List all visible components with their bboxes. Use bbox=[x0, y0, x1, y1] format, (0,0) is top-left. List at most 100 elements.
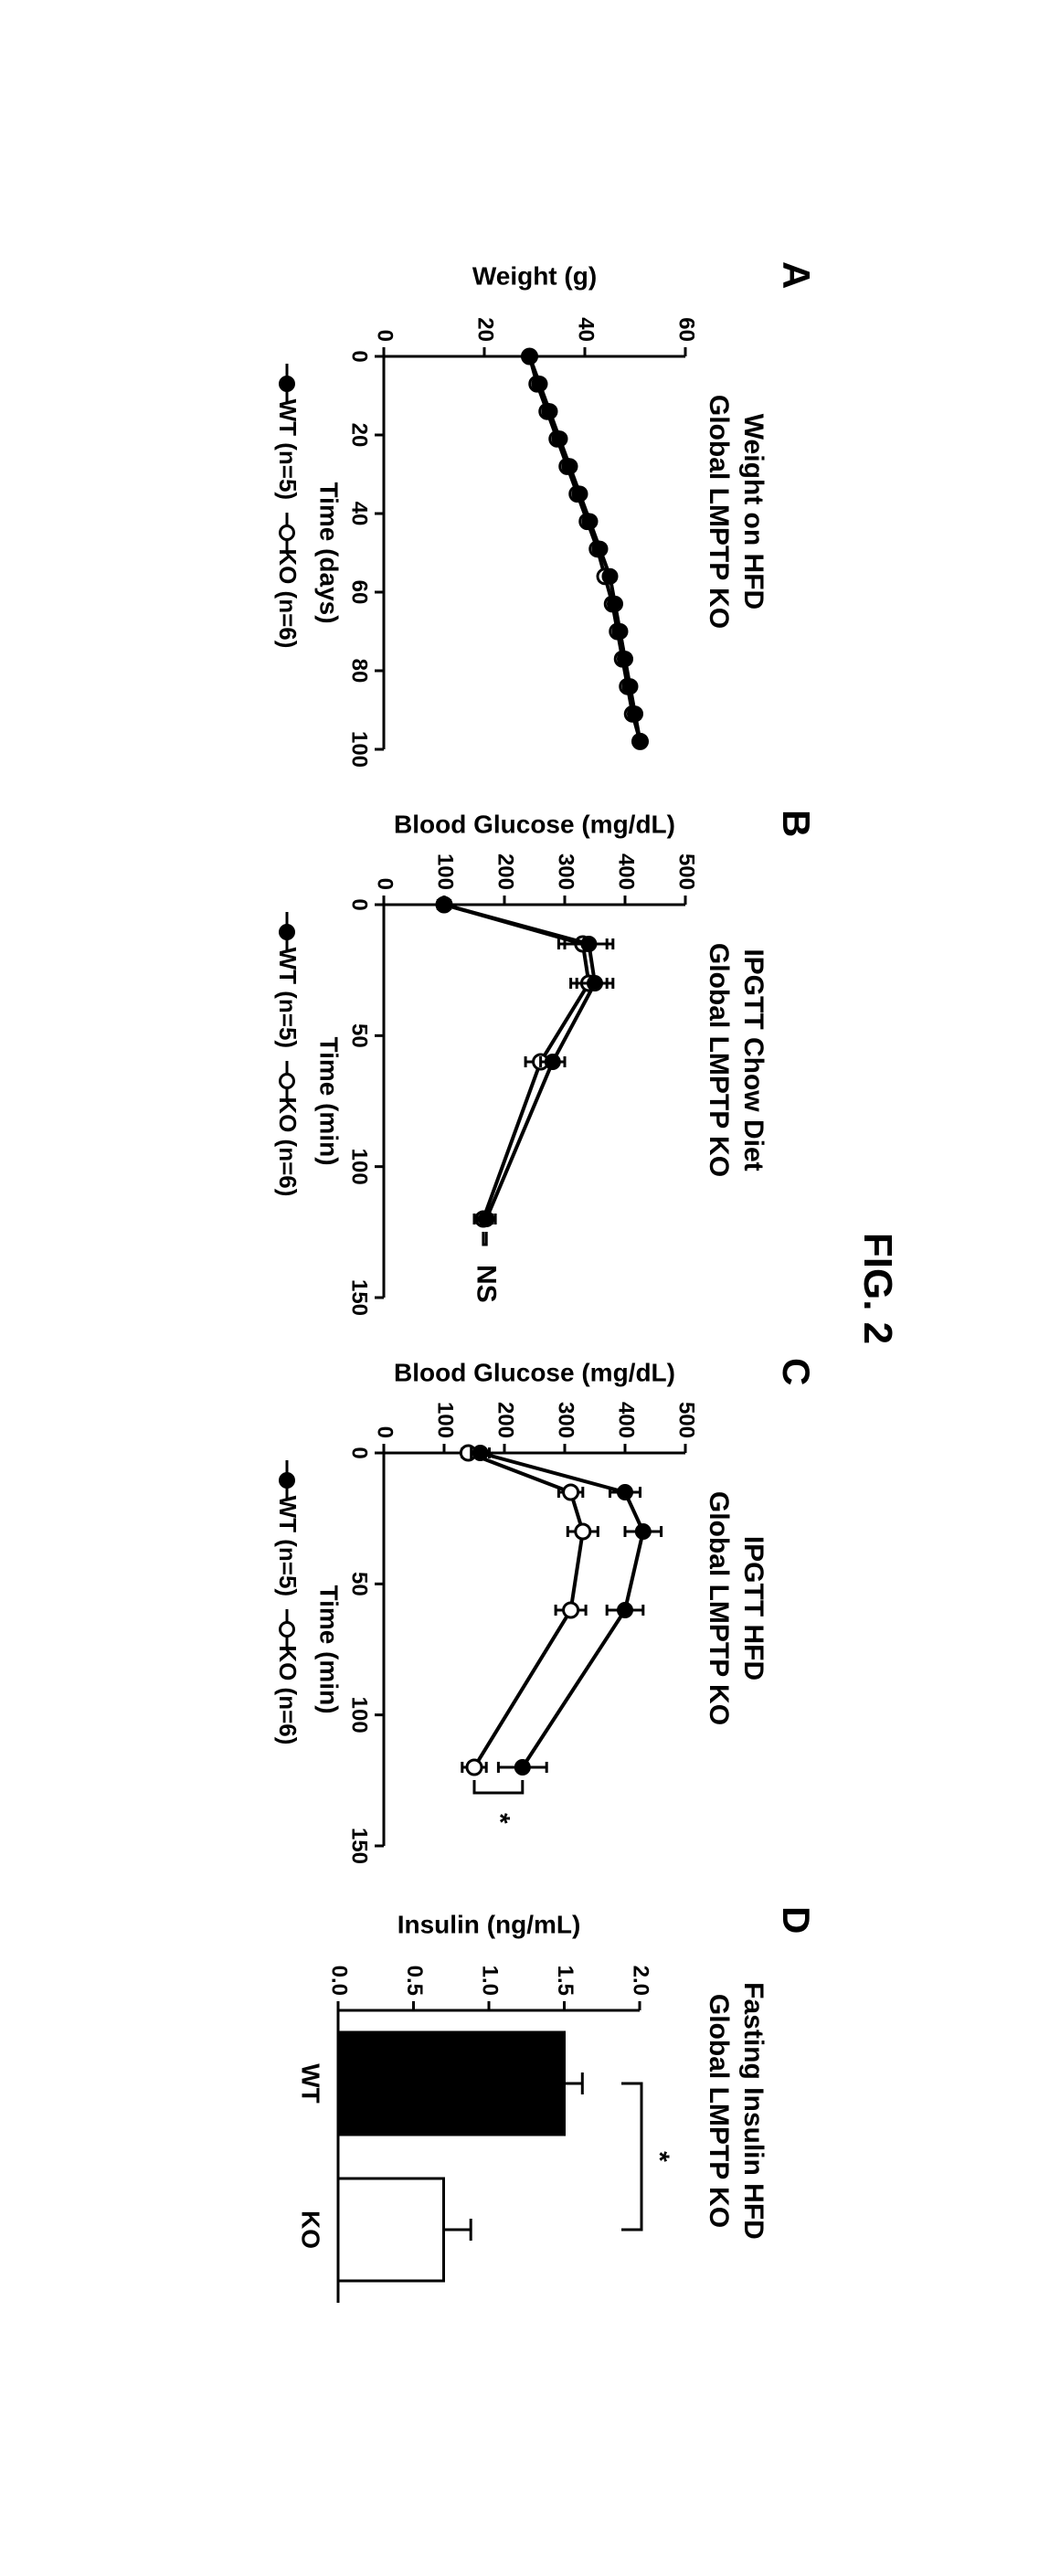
svg-text:20: 20 bbox=[347, 422, 372, 447]
panel-B-legend: WT (n=5) KO (n=6) bbox=[273, 914, 302, 1205]
panel-letter-C: C bbox=[774, 1358, 818, 1385]
legend-WT: WT (n=5) bbox=[273, 1471, 302, 1596]
svg-text:Weight (g): Weight (g) bbox=[472, 261, 597, 290]
svg-text:Blood Glucose (mg/dL): Blood Glucose (mg/dL) bbox=[394, 1358, 675, 1386]
panel-A-title: Weight on HFD Global LMPTP KO bbox=[702, 394, 770, 628]
svg-text:Time (min): Time (min) bbox=[315, 1585, 344, 1713]
panel-A-title-l2: Global LMPTP KO bbox=[705, 394, 735, 628]
svg-text:100: 100 bbox=[347, 1696, 372, 1733]
open-circle-icon bbox=[280, 1073, 296, 1089]
svg-text:60: 60 bbox=[674, 317, 694, 342]
legend-WT-label: WT (n=5) bbox=[273, 1495, 302, 1596]
svg-text:50: 50 bbox=[347, 1571, 372, 1595]
svg-text:Time (days): Time (days) bbox=[315, 482, 344, 623]
svg-text:0: 0 bbox=[373, 877, 398, 889]
panel-A-svg: 0204060801000204060Time (days)Weight (g) bbox=[311, 256, 694, 768]
svg-text:NS: NS bbox=[472, 1265, 502, 1303]
svg-text:100: 100 bbox=[347, 730, 372, 767]
svg-text:40: 40 bbox=[347, 501, 372, 525]
open-circle-icon bbox=[280, 1621, 296, 1638]
panel-C-title-l1: IPGTT HFD bbox=[738, 1535, 768, 1680]
panel-A-title-l1: Weight on HFD bbox=[738, 413, 768, 609]
panel-C-svg: 0 50 100 150 0 100 200 300 400 500 Time (min) Blood… bbox=[311, 1352, 694, 1864]
svg-text:80: 80 bbox=[347, 658, 372, 683]
panel-C-title-l2: Global LMPTP KO bbox=[705, 1490, 735, 1724]
svg-text:20: 20 bbox=[473, 317, 498, 342]
filled-circle-icon bbox=[280, 1471, 296, 1488]
panel-B-title-l1: IPGTT Chow Diet bbox=[738, 949, 768, 1171]
svg-text:500: 500 bbox=[674, 853, 694, 889]
svg-text:Blood Glucose (mg/dL): Blood Glucose (mg/dL) bbox=[394, 810, 675, 838]
svg-text:1.0: 1.0 bbox=[478, 1965, 503, 1995]
svg-text:200: 200 bbox=[493, 1401, 518, 1437]
svg-text:100: 100 bbox=[433, 853, 458, 889]
legend-KO: KO (n=6) bbox=[273, 1621, 302, 1744]
panel-C-legend: WT (n=5) KO (n=6) bbox=[273, 1462, 302, 1754]
legend-WT: WT (n=5) bbox=[273, 375, 302, 500]
rotated-figure-container: FIG. 2 A Weight on HFD Global LMPTP KO 0… bbox=[160, 256, 900, 2321]
panel-letter-B: B bbox=[774, 810, 818, 837]
panel-D-title-l1: Fasting Insulin HFD bbox=[738, 1982, 768, 2240]
svg-text:300: 300 bbox=[554, 1401, 578, 1437]
panel-letter-A: A bbox=[774, 261, 818, 289]
page: FIG. 2 A Weight on HFD Global LMPTP KO 0… bbox=[0, 0, 1060, 2576]
svg-text:0: 0 bbox=[347, 350, 372, 362]
panel-B-title: IPGTT Chow Diet Global LMPTP KO bbox=[702, 942, 770, 1176]
svg-text:400: 400 bbox=[614, 853, 639, 889]
svg-text:0: 0 bbox=[373, 1426, 398, 1437]
panel-letter-D: D bbox=[774, 1906, 818, 1934]
legend-WT-label: WT (n=5) bbox=[273, 398, 302, 500]
svg-text:40: 40 bbox=[574, 317, 599, 342]
panel-D-title-l2: Global LMPTP KO bbox=[705, 1993, 735, 2227]
panel-D-svg: 0.0 0.5 1.0 1.5 2.0 Insulin (ng/mL) WT KO * bbox=[274, 1901, 694, 2321]
panel-D-title: Fasting Insulin HFD Global LMPTP KO bbox=[702, 1982, 770, 2240]
legend-KO-label: KO (n=6) bbox=[273, 1645, 302, 1744]
svg-text:Time (min): Time (min) bbox=[315, 1036, 344, 1165]
svg-text:*: * bbox=[644, 2151, 674, 2162]
svg-text:150: 150 bbox=[347, 1827, 372, 1863]
panel-A: A Weight on HFD Global LMPTP KO 0 20 40 60 8… bbox=[273, 256, 819, 768]
svg-text:0.0: 0.0 bbox=[327, 1965, 352, 1995]
svg-text:0.5: 0.5 bbox=[402, 1965, 427, 1995]
panel-B: B IPGTT Chow Diet Global LMPTP KO 0 50 100… bbox=[273, 804, 819, 1316]
svg-text:WT: WT bbox=[297, 2063, 325, 2104]
svg-text:200: 200 bbox=[493, 853, 518, 889]
legend-KO: KO (n=6) bbox=[273, 1073, 302, 1196]
svg-text:50: 50 bbox=[347, 1023, 372, 1047]
legend-KO-label: KO (n=6) bbox=[273, 1097, 302, 1196]
svg-text:300: 300 bbox=[554, 853, 578, 889]
svg-text:150: 150 bbox=[347, 1278, 372, 1315]
legend-KO-label: KO (n=6) bbox=[273, 548, 302, 648]
open-circle-icon bbox=[280, 525, 296, 541]
filled-circle-icon bbox=[280, 923, 296, 939]
svg-text:500: 500 bbox=[674, 1401, 694, 1437]
panel-D: D Fasting Insulin HFD Global LMPTP KO 0.… bbox=[274, 1901, 818, 2321]
panel-A-legend: WT (n=5) KO (n=6) bbox=[273, 366, 302, 657]
panel-B-chart: 0 50 100 150 0 100 200 300 400 500 Time (min) Blood… bbox=[311, 804, 694, 1316]
panel-C-chart: 0 50 100 150 0 100 200 300 400 500 Time (min) Blood… bbox=[311, 1352, 694, 1864]
svg-text:1.5: 1.5 bbox=[553, 1965, 578, 1995]
svg-text:0: 0 bbox=[373, 329, 398, 341]
legend-WT: WT (n=5) bbox=[273, 923, 302, 1048]
panel-A-chart: 0204060801000204060Time (days)Weight (g) bbox=[311, 256, 694, 768]
panel-C: C IPGTT HFD Global LMPTP KO 0 50 100 150 0 10… bbox=[273, 1352, 819, 1864]
figure-title: FIG. 2 bbox=[854, 256, 900, 2321]
panels-row: A Weight on HFD Global LMPTP KO 0 20 40 60 8… bbox=[160, 256, 818, 2321]
svg-text:100: 100 bbox=[433, 1401, 458, 1437]
panel-B-title-l2: Global LMPTP KO bbox=[705, 942, 735, 1176]
svg-text:*: * bbox=[484, 1813, 514, 1824]
svg-text:2.0: 2.0 bbox=[629, 1965, 653, 1995]
svg-text:0: 0 bbox=[347, 1447, 372, 1458]
panel-D-chart: 0.0 0.5 1.0 1.5 2.0 Insulin (ng/mL) WT KO * bbox=[274, 1901, 694, 2321]
svg-text:0: 0 bbox=[347, 898, 372, 910]
svg-text:60: 60 bbox=[347, 579, 372, 604]
svg-text:100: 100 bbox=[347, 1148, 372, 1184]
legend-KO: KO (n=6) bbox=[273, 525, 302, 648]
legend-WT-label: WT (n=5) bbox=[273, 947, 302, 1048]
svg-text:KO: KO bbox=[297, 2210, 325, 2249]
panel-B-svg: 0 50 100 150 0 100 200 300 400 500 Time (min) Blood… bbox=[311, 804, 694, 1316]
filled-circle-icon bbox=[280, 375, 296, 391]
panel-C-title: IPGTT HFD Global LMPTP KO bbox=[702, 1490, 770, 1724]
svg-text:400: 400 bbox=[614, 1401, 639, 1437]
svg-text:Insulin (ng/mL): Insulin (ng/mL) bbox=[398, 1910, 581, 1938]
